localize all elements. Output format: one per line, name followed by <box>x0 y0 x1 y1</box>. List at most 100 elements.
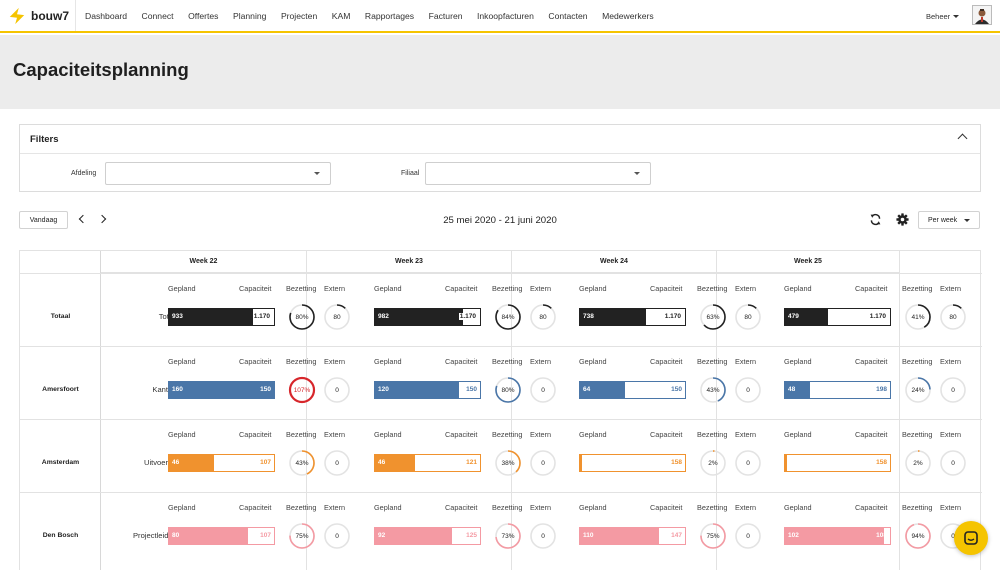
gepland-label: Gepland <box>168 430 196 439</box>
capacity-bar-fill <box>169 382 274 398</box>
ring-track <box>530 450 556 476</box>
filters-header[interactable]: Filters <box>20 125 980 154</box>
capacity-bar[interactable]: 48 198 <box>784 381 891 399</box>
gepland-value: 120 <box>378 386 389 393</box>
capacity-bar-fill <box>785 455 787 471</box>
gear-icon[interactable] <box>896 213 909 226</box>
capacity-bar[interactable]: 3 158 <box>579 454 686 472</box>
capacity-bar[interactable]: 3 158 <box>784 454 891 472</box>
bezetting-gauge: 43% <box>288 449 316 477</box>
row-divider <box>20 492 982 493</box>
bezetting-value: 43% <box>706 386 720 394</box>
bezetting-label: Bezetting <box>697 430 728 439</box>
nav-kam[interactable]: KAM <box>331 10 351 21</box>
ring-progress <box>905 304 931 330</box>
bezetting-gauge: 63% <box>699 303 727 331</box>
beheer-label: Beheer <box>926 12 951 21</box>
capaciteit-label: Capaciteit <box>239 503 272 512</box>
capaciteit-label: Capaciteit <box>445 430 478 439</box>
bezetting-label: Bezetting <box>902 284 933 293</box>
logo[interactable]: bouw7 <box>0 0 76 31</box>
capacity-bar[interactable]: 160 150 <box>168 381 275 399</box>
capaciteit-label: Capaciteit <box>445 357 478 366</box>
afdeling-select[interactable] <box>105 162 331 185</box>
capacity-bar[interactable]: 46 107 <box>168 454 275 472</box>
bezetting-ring <box>495 304 521 330</box>
capacity-bar-fill <box>785 382 811 398</box>
gepland-label: Gepland <box>784 284 812 293</box>
beheer-menu[interactable]: Beheer <box>926 12 960 21</box>
nav-rapportages[interactable]: Rapportages <box>364 10 415 21</box>
extern-gauge: 0 <box>529 376 557 404</box>
chat-button[interactable] <box>954 521 988 555</box>
ring-progress <box>495 523 521 549</box>
refresh-icon[interactable] <box>869 213 882 226</box>
capaciteit-label: Capaciteit <box>855 284 888 293</box>
gepland-value: 48 <box>788 386 796 393</box>
extern-value: 0 <box>951 386 955 394</box>
today-button[interactable]: Vandaag <box>19 211 68 229</box>
nav-medewerkers[interactable]: Medewerkers <box>602 10 654 21</box>
nav-connect[interactable]: Connect <box>141 10 174 21</box>
capacity-cell: Gepland Capaciteit Bezetting Extern 46 121 38%… <box>307 419 556 492</box>
week-header: Week 23 <box>307 251 511 273</box>
nav-inkoopfacturen[interactable]: Inkoopfacturen <box>477 10 534 21</box>
ring-progress <box>700 523 726 549</box>
row-divider <box>20 346 982 347</box>
ring-progress <box>289 450 315 476</box>
capacity-bar[interactable]: 64 150 <box>579 381 686 399</box>
nav-facturen[interactable]: Facturen <box>428 10 463 21</box>
nav-planning[interactable]: Planning <box>232 10 267 21</box>
ring-progress <box>700 450 726 476</box>
capacity-bar[interactable]: 738 1.170 <box>579 308 686 326</box>
nav-projecten[interactable]: Projecten <box>280 10 318 21</box>
capacity-cell: Gepland Capaciteit Bezetting Extern Projectl… <box>101 492 350 565</box>
gepland-value: 46 <box>378 459 386 466</box>
capacity-bar[interactable]: 46 121 <box>374 454 481 472</box>
view-select[interactable]: Per week <box>918 211 980 229</box>
bezetting-label: Bezetting <box>902 430 933 439</box>
capacity-bar-fill <box>169 309 253 325</box>
capacity-bar[interactable]: 982 1.170 <box>374 308 481 326</box>
bezetting-ring <box>905 523 931 549</box>
capacity-cell: Gepland Capaciteit Bezetting Extern 3 158 2% 0 <box>512 419 761 492</box>
capacity-bar[interactable]: 102 108 <box>784 527 891 545</box>
capaciteit-value: 121 <box>466 459 477 466</box>
capaciteit-value: 1.170 <box>663 313 682 320</box>
filiaal-select[interactable] <box>425 162 651 185</box>
avatar[interactable] <box>972 5 992 25</box>
capacity-bar[interactable]: 479 1.170 <box>784 308 891 326</box>
extern-value: 80 <box>539 313 547 321</box>
extern-value: 0 <box>335 532 339 540</box>
extern-value: 0 <box>541 386 545 394</box>
gepland-label: Gepland <box>579 430 607 439</box>
capaciteit-value: 1.170 <box>252 313 271 320</box>
gepland-value: 102 <box>788 532 799 539</box>
capacity-bar[interactable]: 933 1.170 <box>168 308 275 326</box>
gepland-value: 3 <box>788 459 792 466</box>
nav-contacten[interactable]: Contacten <box>548 10 588 21</box>
user-avatar-icon <box>973 6 991 24</box>
capacity-bar[interactable]: 80 107 <box>168 527 275 545</box>
ring-progress <box>530 304 556 330</box>
gepland-label: Gepland <box>784 357 812 366</box>
extern-value: 0 <box>335 459 339 467</box>
bezetting-value: 2% <box>708 459 718 467</box>
capacity-cell: Gepland Capaciteit Bezetting Extern 110 147 75… <box>512 492 761 565</box>
gepland-label: Gepland <box>168 503 196 512</box>
extern-label: Extern <box>324 357 346 366</box>
row-divider <box>20 273 982 274</box>
gepland-value: 64 <box>583 386 591 393</box>
capacity-bar[interactable]: 92 125 <box>374 527 481 545</box>
bezetting-gauge: 80% <box>494 376 522 404</box>
main-nav: Dashboard Connect Offertes Planning Proj… <box>85 11 668 21</box>
capacity-bar[interactable]: 110 147 <box>579 527 686 545</box>
nav-offertes[interactable]: Offertes <box>188 10 219 21</box>
capaciteit-value: 150 <box>466 386 477 393</box>
week-column: Week 25 <box>717 251 900 570</box>
capacity-bar-fill <box>375 528 453 544</box>
nav-dashboard[interactable]: Dashboard <box>85 10 128 21</box>
extern-gauge: 80 <box>323 303 351 331</box>
capaciteit-label: Capaciteit <box>650 430 683 439</box>
capacity-bar[interactable]: 120 150 <box>374 381 481 399</box>
